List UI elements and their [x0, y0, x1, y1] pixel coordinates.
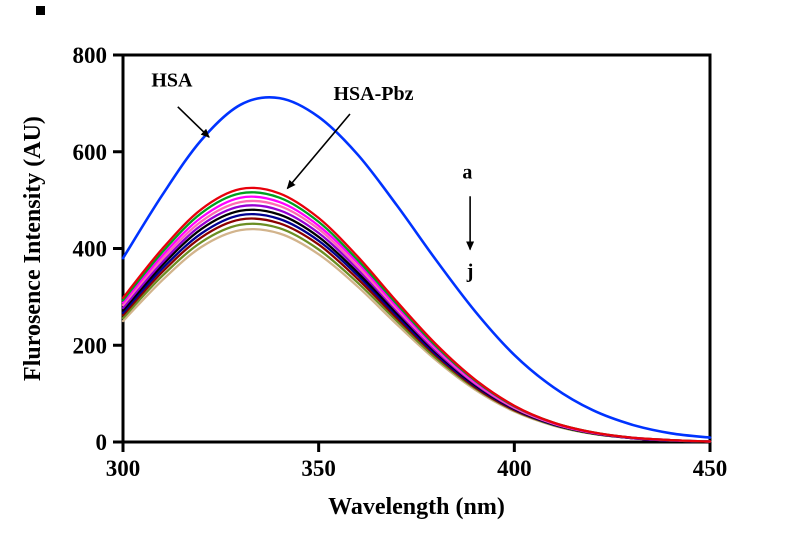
x-tick-label: 300	[106, 456, 141, 481]
annotation-arrow-HSA-Pbz	[286, 113, 351, 190]
series-line-HSA-Pbz-a	[121, 186, 712, 443]
annotation-label-a: a	[462, 161, 472, 183]
annotation-arrow-HSA	[177, 106, 210, 138]
x-tick-label: 350	[301, 456, 336, 481]
y-tick-label: 400	[73, 237, 108, 262]
y-axis-title: Flurosence Intensity (AU)	[20, 116, 46, 381]
y-tick-label: 800	[73, 43, 108, 68]
x-axis-title: Wavelength (nm)	[328, 494, 505, 520]
y-tick-label: 600	[73, 140, 108, 165]
plot-frame	[121, 53, 712, 444]
annotation-label-j: j	[466, 261, 474, 283]
x-tick-label: 450	[693, 456, 728, 481]
y-tick-label: 200	[73, 333, 108, 358]
y-tick-label: 0	[96, 430, 108, 455]
corner-mark	[36, 6, 45, 15]
annotation-label-HSA: HSA	[151, 69, 193, 91]
x-tick-label: 400	[497, 456, 532, 481]
series-line-HSA	[121, 95, 712, 439]
annotation-label-HSA-Pbz: HSA-Pbz	[333, 83, 413, 105]
series-line-HSA-Pbz-b	[121, 191, 712, 443]
